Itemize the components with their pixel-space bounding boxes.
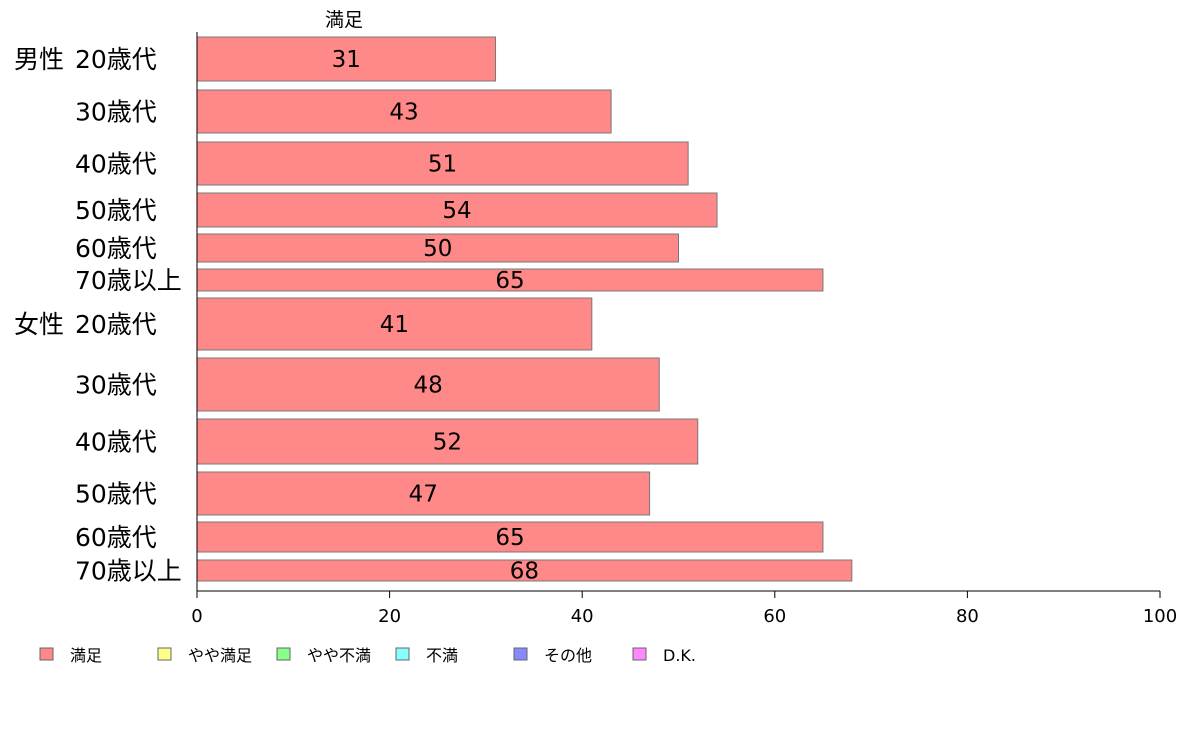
x-tick-label: 0	[191, 606, 202, 627]
legend-label: 満足	[70, 646, 102, 665]
bar	[196, 192, 718, 228]
group-label: 女性	[14, 310, 64, 339]
bar	[196, 233, 679, 263]
legend-swatch	[513, 647, 528, 661]
category-label: 60歳代	[75, 523, 157, 552]
bar-value-label: 51	[428, 152, 457, 178]
category-label: 50歳代	[75, 480, 157, 509]
legend-swatch	[395, 647, 410, 661]
legend-label: その他	[544, 646, 592, 665]
legend-swatch	[39, 647, 54, 661]
category-label: 70歳以上	[75, 557, 182, 586]
x-tick-label: 20	[378, 606, 401, 627]
bar-value-label: 47	[409, 482, 438, 508]
category-label: 20歳代	[75, 310, 157, 339]
legend-label: 不満	[426, 646, 458, 665]
category-label: 50歳代	[75, 196, 157, 225]
bar-value-label: 65	[495, 525, 524, 551]
bars	[196, 36, 853, 582]
bar-value-label: 52	[433, 430, 462, 456]
bar-value-labels: 31 43 51 54 50 65 41 48 52 47 65 68	[332, 47, 539, 585]
category-label: 20歳代	[75, 45, 157, 74]
bar-value-label: 65	[495, 268, 524, 294]
x-tick-label: 100	[1143, 606, 1177, 627]
category-label: 30歳代	[75, 371, 157, 400]
bar	[196, 141, 689, 186]
legend-label: やや不満	[307, 646, 371, 665]
legend: 満足 やや満足 やや不満 不満 その他 D.K.	[39, 646, 696, 665]
legend-swatch	[157, 647, 172, 661]
x-tick-label: 40	[571, 606, 594, 627]
x-tick-label: 60	[763, 606, 786, 627]
bar-value-label: 50	[423, 236, 452, 262]
category-label: 60歳代	[75, 234, 157, 263]
legend-swatch	[276, 647, 291, 661]
bar	[196, 36, 497, 82]
legend-label: やや満足	[188, 646, 252, 665]
x-tick-label: 80	[956, 606, 979, 627]
group-label: 男性	[14, 45, 64, 74]
bar	[196, 357, 660, 412]
legend-label: D.K.	[663, 646, 696, 665]
bar-value-label: 43	[389, 100, 418, 126]
category-label: 70歳以上	[75, 266, 182, 295]
category-label: 30歳代	[75, 98, 157, 127]
bar-value-label: 68	[510, 559, 539, 585]
category-label: 40歳代	[75, 428, 157, 457]
bar	[196, 89, 612, 134]
bar-value-label: 48	[413, 373, 442, 399]
bar	[196, 297, 593, 351]
bar-value-label: 54	[442, 198, 471, 224]
series-header: 満足	[325, 9, 363, 31]
bar-value-label: 41	[380, 312, 409, 338]
legend-swatch	[632, 647, 647, 661]
category-label: 40歳代	[75, 150, 157, 179]
bar-value-label: 31	[332, 47, 361, 73]
x-axis: 0 20 40 60 80 100	[191, 32, 1177, 627]
